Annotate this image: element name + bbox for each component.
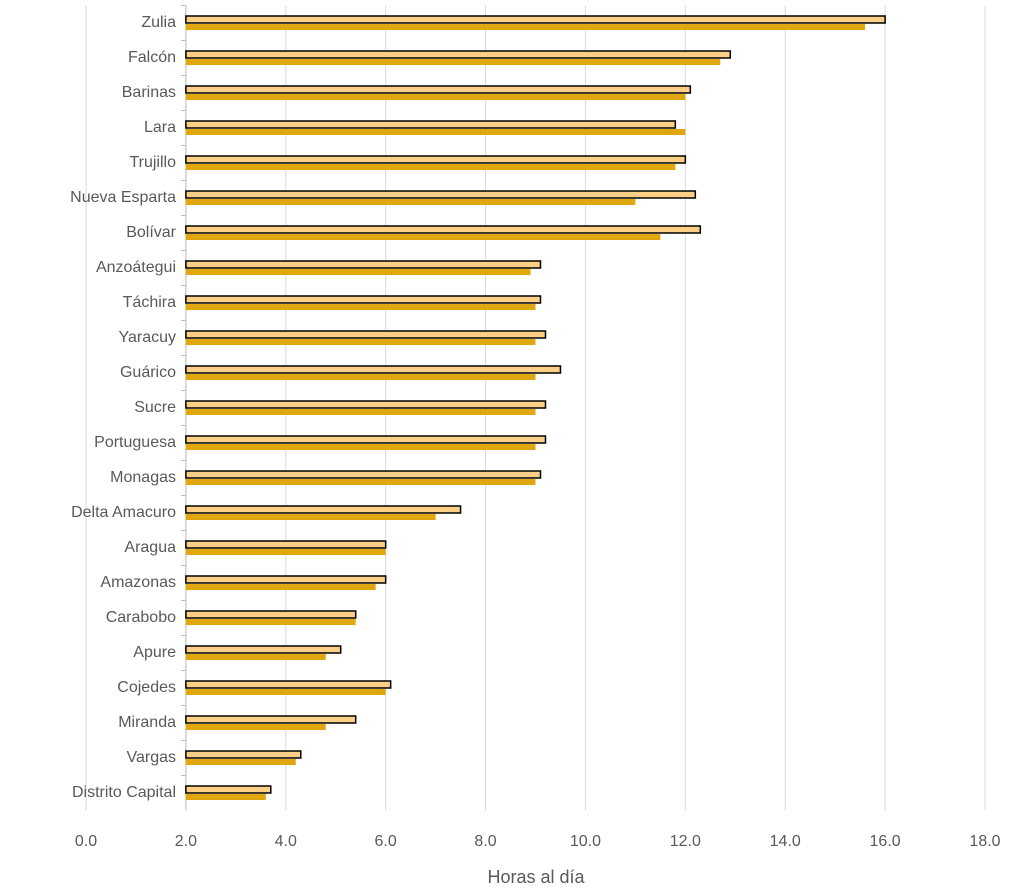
x-tick-label: 6.0 xyxy=(375,833,397,850)
bar xyxy=(185,199,636,205)
bar xyxy=(185,269,531,275)
bar xyxy=(185,330,547,339)
bar xyxy=(185,164,676,170)
bar xyxy=(185,120,677,129)
x-tick-label: 16.0 xyxy=(870,833,901,850)
x-tick-label: 14.0 xyxy=(770,833,801,850)
bar xyxy=(185,365,562,374)
bar xyxy=(185,680,392,689)
bar xyxy=(185,724,326,730)
y-tick-label: Guárico xyxy=(120,364,176,381)
x-tick-label: 12.0 xyxy=(670,833,701,850)
x-tick-label: 4.0 xyxy=(275,833,297,850)
y-tick-label: Lara xyxy=(144,119,176,136)
y-tick-label: Anzoátegui xyxy=(96,259,176,276)
x-tick-label: 2.0 xyxy=(175,833,197,850)
bar xyxy=(185,190,697,199)
bar xyxy=(185,540,387,549)
bar xyxy=(185,15,886,24)
y-tick-label: Aragua xyxy=(124,539,176,556)
bar xyxy=(185,584,376,590)
bar xyxy=(185,444,536,450)
y-tick-label: Monagas xyxy=(110,469,176,486)
y-tick-label: Carabobo xyxy=(106,609,176,626)
bar xyxy=(185,759,296,765)
y-tick-label: Delta Amacuro xyxy=(71,504,176,521)
bar xyxy=(185,225,702,234)
bar xyxy=(185,304,536,310)
bar xyxy=(185,339,536,345)
y-tick-label: Nueva Esparta xyxy=(70,189,176,206)
bar xyxy=(185,155,687,164)
bar xyxy=(185,59,721,65)
x-tick-label: 18.0 xyxy=(969,833,1000,850)
bar xyxy=(185,85,692,94)
bar xyxy=(185,610,357,619)
bar xyxy=(185,645,342,654)
bar xyxy=(185,234,661,240)
bar xyxy=(185,409,536,415)
bar xyxy=(185,479,536,485)
y-tick-label: Cojedes xyxy=(117,679,176,696)
y-tick-label: Miranda xyxy=(118,714,176,731)
bar xyxy=(185,549,386,555)
y-tick-label: Vargas xyxy=(126,749,176,766)
bar xyxy=(185,470,542,479)
bar xyxy=(185,750,302,759)
bar xyxy=(185,400,547,409)
y-tick-label: Táchira xyxy=(123,294,176,311)
bar xyxy=(185,129,686,135)
y-tick-label: Bolívar xyxy=(126,224,176,241)
bar xyxy=(185,715,357,724)
y-tick-label: Apure xyxy=(133,644,176,661)
bar xyxy=(185,260,542,269)
bar xyxy=(185,435,547,444)
bar xyxy=(185,505,462,514)
y-tick-label: Barinas xyxy=(122,84,176,101)
bar xyxy=(185,619,356,625)
y-tick-label: Falcón xyxy=(128,49,176,66)
x-tick-label: 10.0 xyxy=(570,833,601,850)
bar xyxy=(185,50,732,59)
bar xyxy=(185,514,436,520)
bar xyxy=(185,689,386,695)
bar xyxy=(185,785,272,794)
x-tick-label: 0.0 xyxy=(75,833,97,850)
bar xyxy=(185,295,542,304)
bar xyxy=(185,374,536,380)
x-axis-title: Horas al día xyxy=(487,867,585,887)
bar xyxy=(185,794,266,800)
bar xyxy=(185,94,686,100)
y-tick-label: Yaracuy xyxy=(118,329,176,346)
y-tick-label: Zulia xyxy=(141,14,176,31)
bar xyxy=(185,654,326,660)
y-tick-label: Sucre xyxy=(134,399,176,416)
y-tick-label: Portuguesa xyxy=(94,434,176,451)
y-tick-label: Trujillo xyxy=(129,154,176,171)
bar xyxy=(185,24,866,30)
y-tick-label: Distrito Capital xyxy=(72,784,176,801)
y-tick-label: Amazonas xyxy=(100,574,176,591)
bar xyxy=(185,575,387,584)
x-tick-label: 8.0 xyxy=(474,833,496,850)
